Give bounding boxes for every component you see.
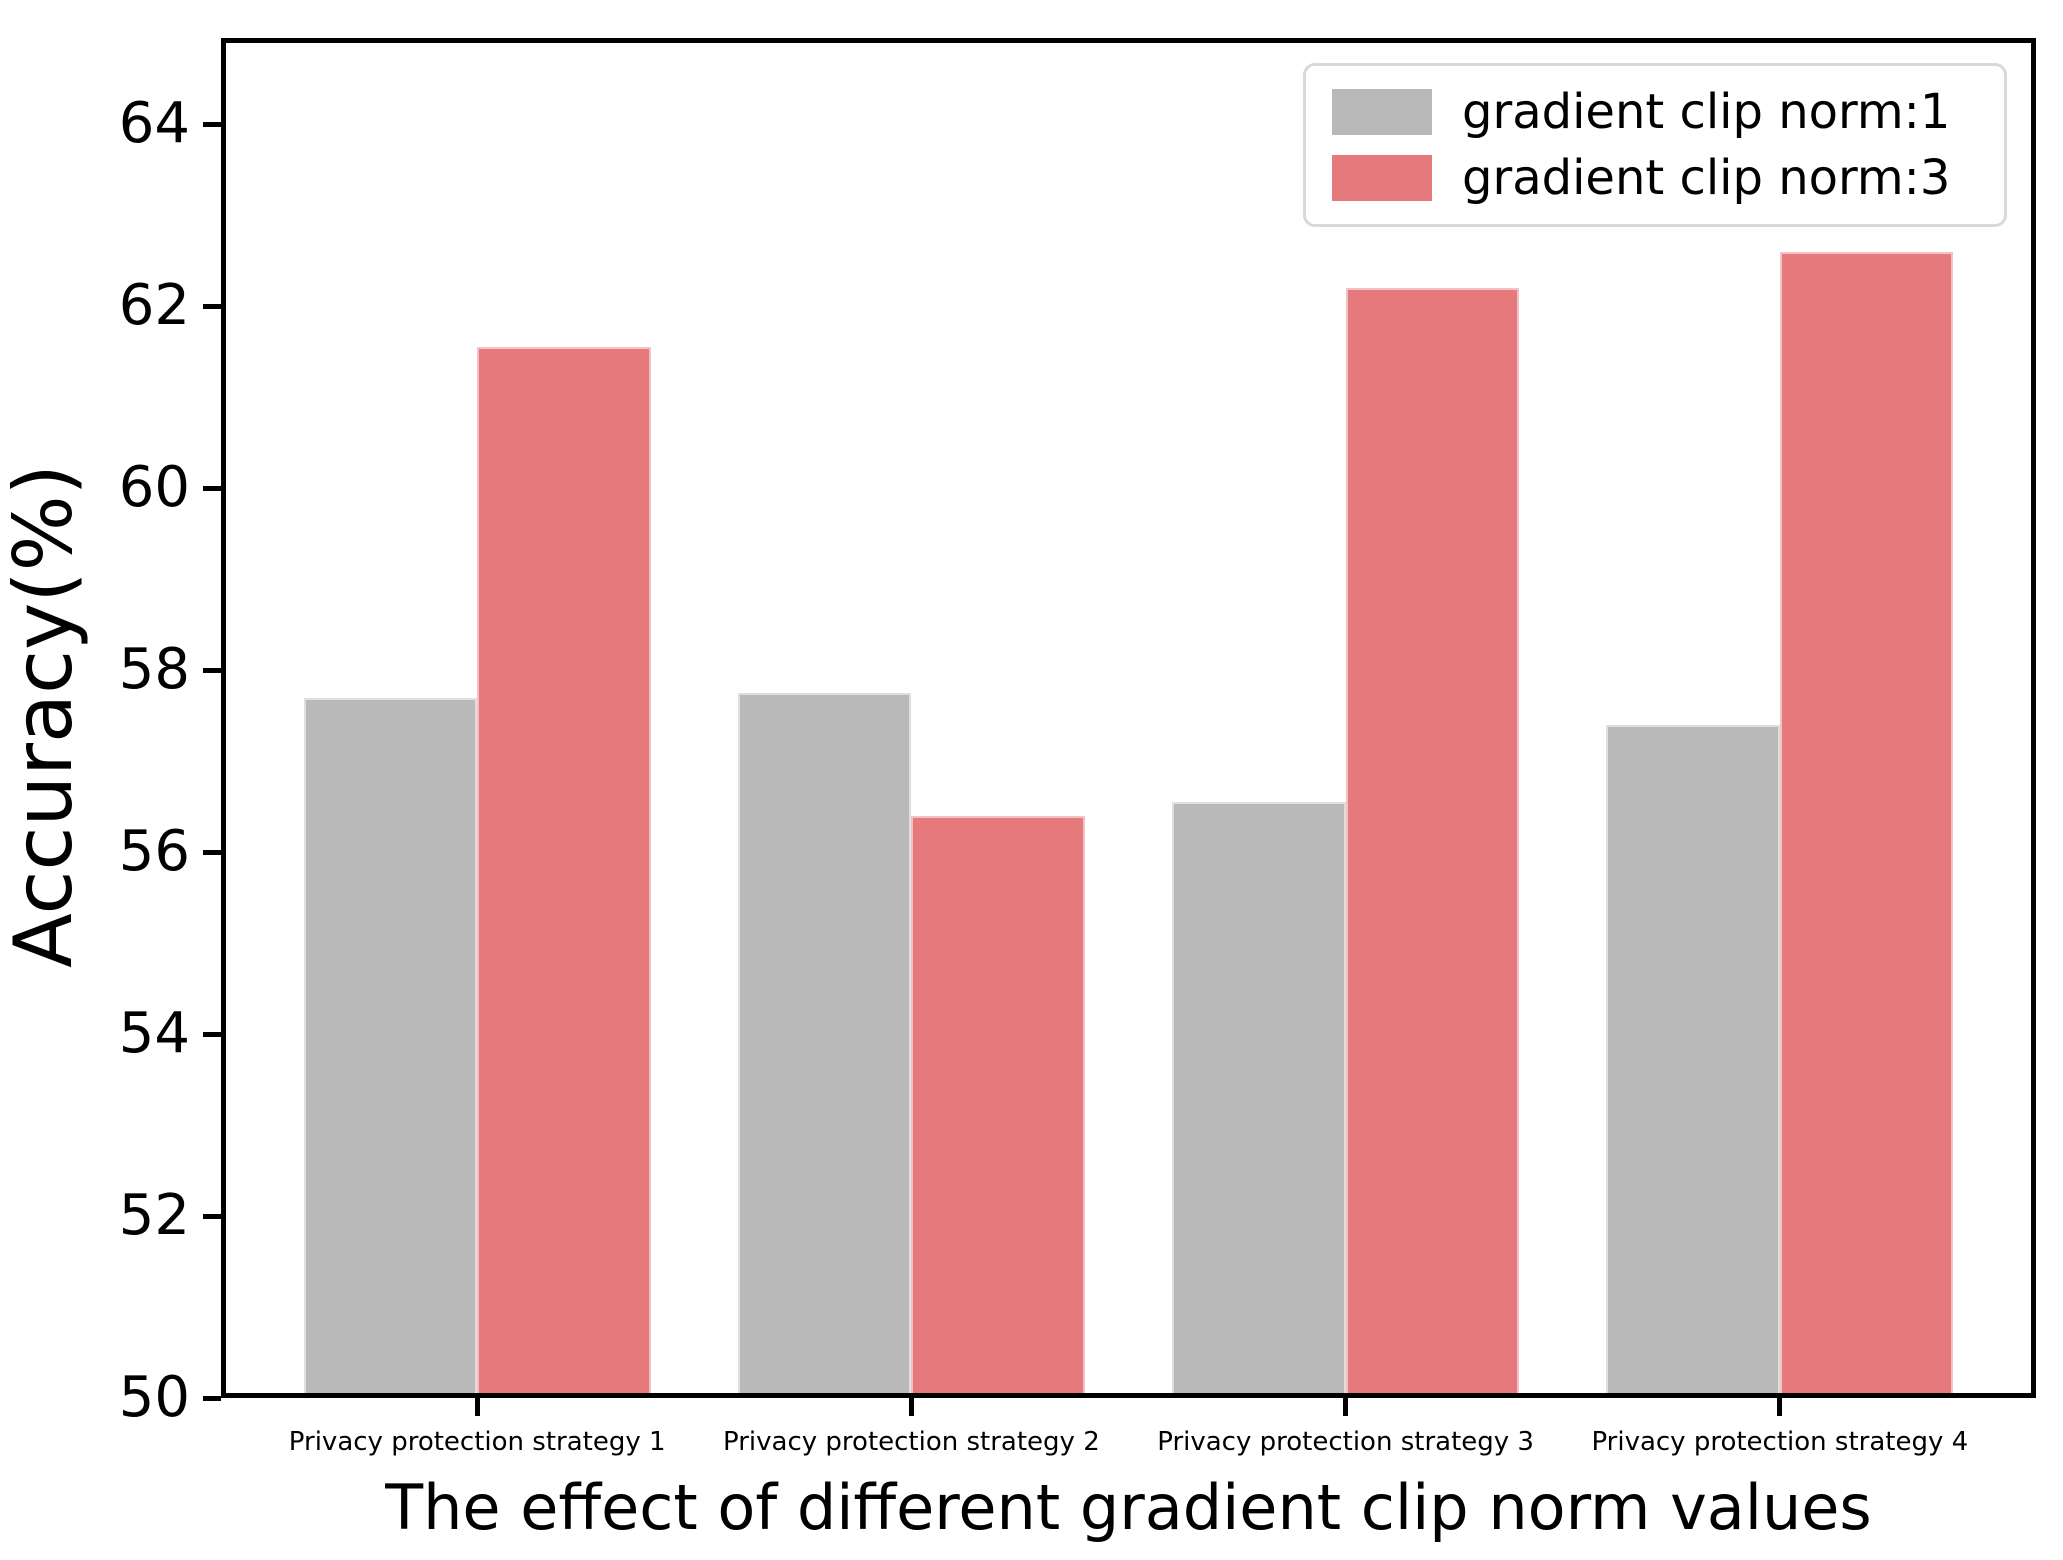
y-tick-label-62: 62: [118, 273, 190, 339]
y-tick-64: [203, 121, 221, 127]
x-tick-label-2: Privacy protection strategy 2: [723, 1427, 1100, 1457]
y-tick-label-56: 56: [118, 819, 190, 885]
legend-label-norm1: gradient clip norm:1: [1462, 84, 1951, 140]
x-tick-4: [1777, 1398, 1783, 1416]
y-tick-label-54: 54: [118, 1001, 190, 1067]
y-tick-label-60: 60: [118, 455, 190, 521]
legend-swatch-gray: [1332, 89, 1432, 135]
x-axis-title: The effect of different gradient clip no…: [385, 1471, 1872, 1544]
x-tick-1: [474, 1398, 480, 1416]
legend: gradient clip norm:1 gradient clip norm:…: [1303, 63, 2007, 227]
x-tick-2: [908, 1398, 914, 1416]
y-tick-58: [203, 667, 221, 673]
y-tick-label-64: 64: [118, 91, 190, 157]
bar-series2-group4: [1779, 251, 1954, 1396]
bar-series2-group2: [911, 815, 1086, 1396]
y-tick-62: [203, 303, 221, 309]
bar-series2-group3: [1345, 288, 1520, 1396]
legend-label-norm3: gradient clip norm:3: [1462, 150, 1951, 206]
y-tick-60: [203, 485, 221, 491]
y-tick-label-58: 58: [118, 637, 190, 703]
x-tick-label-4: Privacy protection strategy 4: [1591, 1427, 1969, 1457]
y-axis-label: Accuracy(%): [0, 464, 90, 968]
x-tick-label-1: Privacy protection strategy 1: [288, 1427, 666, 1457]
y-tick-54: [203, 1031, 221, 1037]
y-tick-label-52: 52: [118, 1183, 190, 1249]
bar-series1-group2: [737, 692, 912, 1396]
bar-series1-group1: [303, 697, 478, 1396]
legend-item-norm3: gradient clip norm:3: [1332, 152, 1978, 204]
y-tick-56: [203, 849, 221, 855]
y-tick-50: [203, 1395, 221, 1401]
y-tick-52: [203, 1213, 221, 1219]
bar-series1-group4: [1606, 724, 1780, 1396]
x-tick-label-3: Privacy protection strategy 3: [1157, 1427, 1534, 1457]
legend-item-norm1: gradient clip norm:1: [1332, 86, 1978, 138]
bar-series1-group3: [1171, 802, 1346, 1396]
bar-series2-group1: [477, 347, 651, 1396]
legend-swatch-red: [1332, 155, 1432, 201]
x-tick-3: [1343, 1398, 1349, 1416]
y-tick-label-50: 50: [118, 1365, 190, 1430]
